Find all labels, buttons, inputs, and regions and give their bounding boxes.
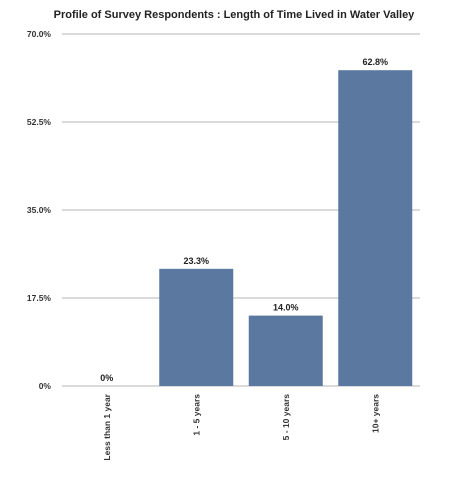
category-label: Less than 1 year xyxy=(102,393,112,460)
bar xyxy=(159,268,234,386)
data-label: 14.0% xyxy=(273,303,299,313)
x-axis-category-labels: Less than 1 year 1 - 5 years 5 - 10 years 1… xyxy=(102,393,381,460)
y-tick-label: 52.5% xyxy=(27,117,52,127)
y-tick-label: 35.0% xyxy=(27,205,52,215)
data-label: 0% xyxy=(100,373,113,383)
bar xyxy=(338,70,413,386)
data-label: 62.8% xyxy=(362,57,388,67)
data-labels: 0% 23.3% 14.0% 62.8% xyxy=(100,57,388,383)
data-label: 23.3% xyxy=(183,256,209,266)
y-tick-label: 70.0% xyxy=(27,29,52,39)
category-label: 1 - 5 years xyxy=(191,394,201,436)
y-tick-label: 0% xyxy=(39,381,52,391)
y-axis-tick-labels: 0% 17.5% 35.0% 52.5% 70.0% xyxy=(27,29,52,391)
category-label: 5 - 10 years xyxy=(281,394,291,441)
bars xyxy=(159,70,413,386)
chart-title: Profile of Survey Respondents : Length o… xyxy=(54,9,416,21)
bar xyxy=(248,315,323,386)
y-tick-label: 17.5% xyxy=(27,293,52,303)
category-label: 10+ years xyxy=(370,394,380,433)
